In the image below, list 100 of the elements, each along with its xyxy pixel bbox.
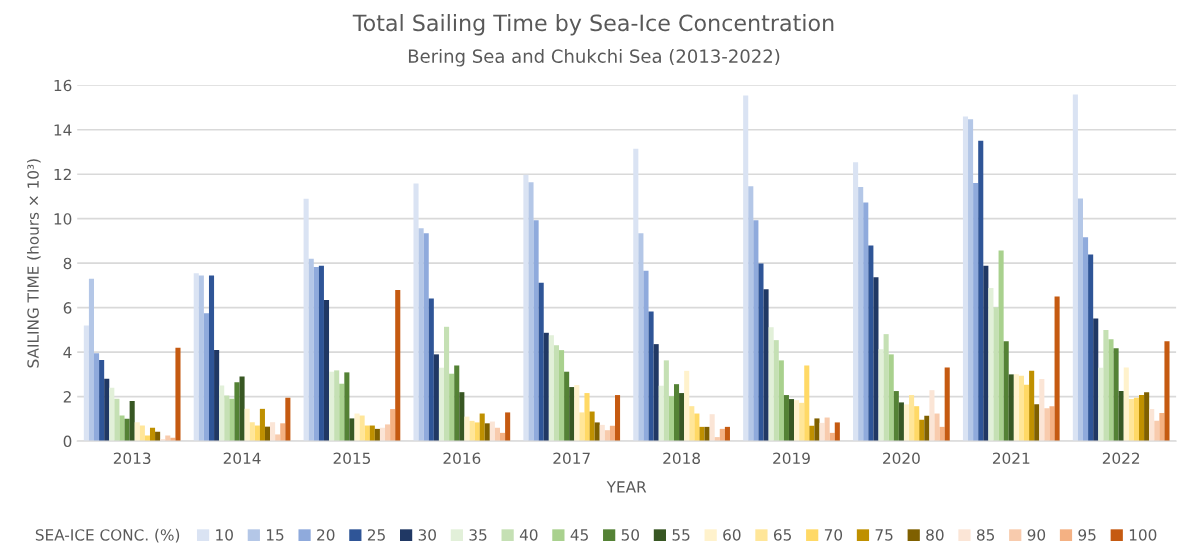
bar <box>863 202 869 442</box>
bar <box>1113 348 1119 442</box>
x-axis-title: YEAR <box>606 481 647 493</box>
bar <box>903 404 910 442</box>
bar <box>758 263 764 442</box>
bar <box>1164 341 1170 442</box>
bar <box>939 426 945 442</box>
bar <box>763 289 769 442</box>
bar <box>599 424 605 442</box>
bar <box>944 367 950 442</box>
bar <box>119 415 125 442</box>
bar <box>753 220 759 442</box>
bar <box>354 413 360 442</box>
bar <box>349 418 355 442</box>
bar <box>694 413 700 442</box>
bar <box>548 335 554 442</box>
bar <box>193 273 199 442</box>
x-tick-label: 2020 <box>883 452 920 465</box>
bar <box>748 186 754 442</box>
bar <box>1098 367 1104 442</box>
x-tick-label: 2014 <box>223 452 261 465</box>
legend-label: 35 <box>469 529 487 541</box>
bar <box>224 395 230 442</box>
bar <box>1072 94 1078 442</box>
bar <box>962 116 969 442</box>
bar <box>339 383 345 442</box>
bar <box>998 250 1004 442</box>
bar <box>1128 399 1134 442</box>
bar <box>489 421 495 442</box>
bar <box>914 406 920 442</box>
legend-label: 100 <box>1129 529 1157 541</box>
bar <box>1049 406 1055 442</box>
bar <box>783 395 789 442</box>
bar <box>543 332 549 442</box>
legend-label: 75 <box>875 529 893 541</box>
bar <box>668 396 674 442</box>
bar <box>614 395 621 442</box>
bar <box>638 233 644 442</box>
bar <box>1008 374 1014 442</box>
bar <box>988 288 994 442</box>
bar <box>134 422 140 442</box>
bar <box>609 425 615 442</box>
bar <box>929 390 935 442</box>
bar <box>684 370 690 442</box>
bar <box>454 365 460 442</box>
bar <box>469 420 475 442</box>
bar <box>663 360 669 442</box>
bar <box>804 365 810 442</box>
legend-title: SEA-ICE CONC. (%) <box>35 528 180 543</box>
y-tick-label: 0 <box>63 435 72 448</box>
bar <box>1103 330 1109 442</box>
bar <box>983 265 989 442</box>
bar <box>824 417 830 442</box>
bar <box>423 233 429 442</box>
bar <box>1118 391 1124 442</box>
bar <box>239 376 245 442</box>
legend-label: 40 <box>519 529 538 541</box>
bar <box>888 354 894 442</box>
bar <box>564 371 570 442</box>
bar <box>229 398 235 442</box>
bar <box>1044 408 1050 442</box>
bar <box>234 382 240 442</box>
legend-label: 45 <box>570 529 588 541</box>
chart-title: Total Sailing Time by Sea-Ice Concentration <box>352 14 834 36</box>
legend-label: 70 <box>824 529 843 541</box>
bar <box>1003 341 1009 442</box>
bar <box>658 385 664 442</box>
x-tick-label: 2015 <box>333 452 371 465</box>
legend-label: 85 <box>976 529 995 541</box>
bar <box>1029 370 1035 442</box>
bar <box>1018 375 1025 442</box>
bar <box>433 354 439 442</box>
bar <box>799 402 805 442</box>
bar <box>334 370 340 442</box>
bar <box>909 395 915 442</box>
bar <box>633 148 639 442</box>
bar <box>449 373 455 442</box>
legend-label: 10 <box>216 529 233 541</box>
bar <box>413 183 419 442</box>
bar <box>523 174 529 442</box>
bar <box>724 426 730 442</box>
bar <box>1077 198 1083 442</box>
bar <box>249 422 255 442</box>
bar <box>390 409 396 442</box>
bar <box>993 307 999 442</box>
bar <box>385 424 391 442</box>
x-tick-label: 2022 <box>1102 452 1140 465</box>
bar <box>1088 254 1094 442</box>
bar <box>1159 413 1165 442</box>
bar <box>484 423 490 442</box>
bar <box>778 360 784 442</box>
bar <box>809 425 815 442</box>
bar <box>124 418 130 442</box>
bar <box>474 422 480 442</box>
bar <box>1024 384 1030 442</box>
bar <box>689 406 695 442</box>
y-tick-label: 16 <box>54 79 72 92</box>
bar <box>129 401 135 442</box>
bar <box>1138 395 1145 442</box>
bar <box>1039 379 1045 442</box>
